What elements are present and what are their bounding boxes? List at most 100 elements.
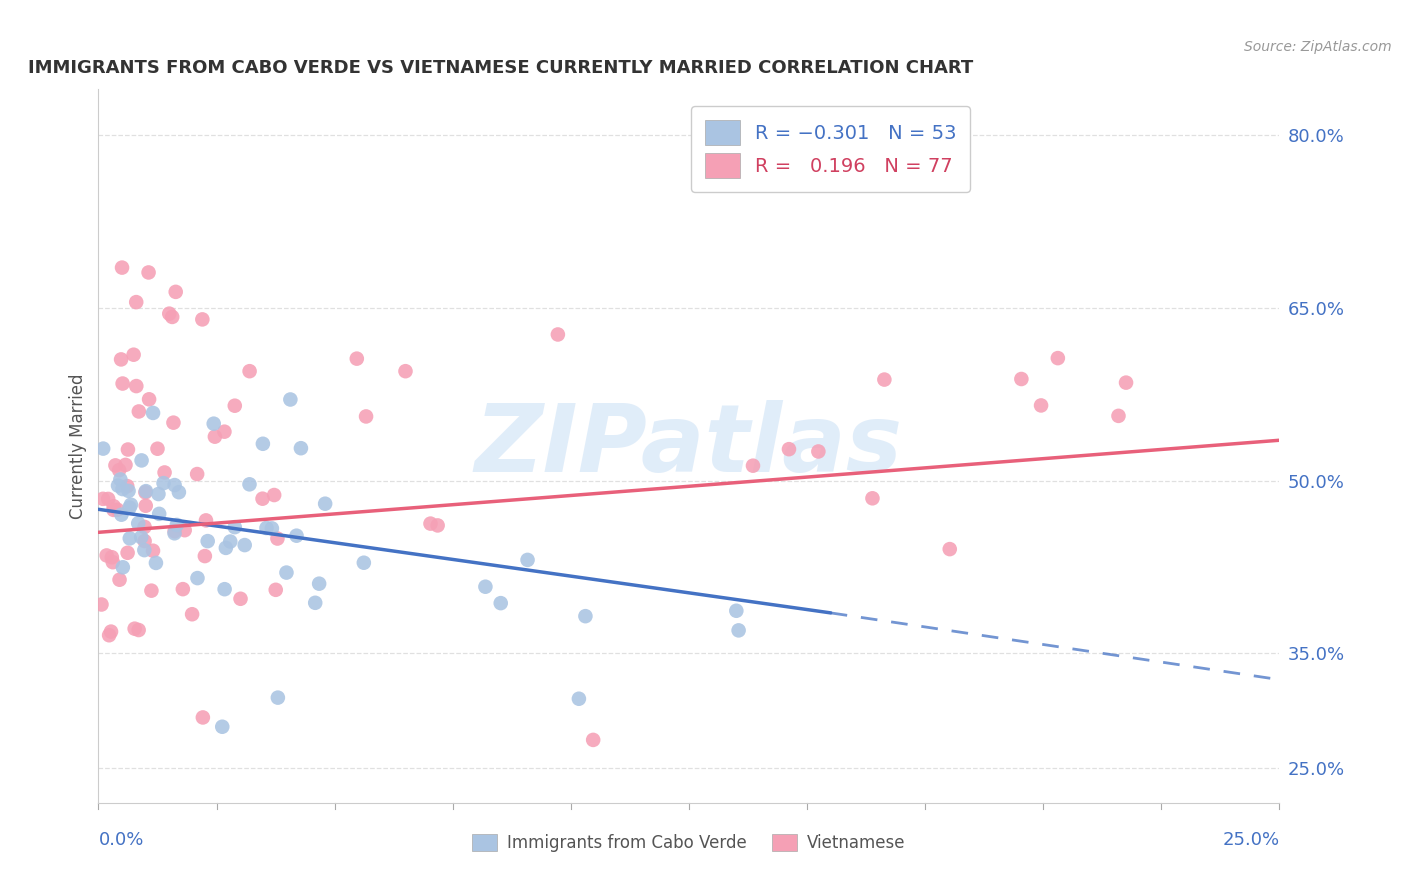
- Point: [489, 596, 512, 610]
- Y-axis label: Currently Married: Currently Married: [69, 373, 87, 519]
- Point: [394, 364, 416, 378]
- Point: [582, 732, 605, 747]
- Point: [104, 458, 127, 473]
- Point: [474, 580, 496, 594]
- Point: [135, 484, 157, 499]
- Point: [256, 521, 278, 535]
- Point: [125, 379, 148, 393]
- Point: [186, 571, 208, 585]
- Point: [107, 502, 129, 516]
- Point: [108, 573, 131, 587]
- Point: [252, 491, 274, 506]
- Point: [91, 442, 114, 456]
- Point: [211, 720, 233, 734]
- Point: [134, 543, 156, 558]
- Point: [574, 609, 596, 624]
- Point: [778, 442, 800, 457]
- Point: [124, 622, 146, 636]
- Point: [308, 576, 330, 591]
- Point: [181, 607, 204, 622]
- Point: [266, 532, 288, 546]
- Point: [163, 526, 186, 541]
- Point: [314, 497, 336, 511]
- Point: [186, 467, 208, 481]
- Point: [138, 265, 160, 279]
- Point: [163, 524, 186, 539]
- Point: [215, 541, 238, 555]
- Point: [224, 399, 246, 413]
- Point: [204, 430, 226, 444]
- Point: [1029, 399, 1052, 413]
- Point: [353, 556, 375, 570]
- Point: [172, 582, 194, 596]
- Point: [214, 425, 236, 439]
- Point: [107, 478, 129, 492]
- Point: [239, 364, 262, 378]
- Point: [264, 582, 287, 597]
- Point: [938, 542, 960, 557]
- Point: [120, 498, 142, 512]
- Point: [1046, 351, 1069, 365]
- Point: [547, 327, 569, 342]
- Text: ZIPatlas: ZIPatlas: [475, 400, 903, 492]
- Point: [134, 520, 156, 534]
- Point: [152, 476, 174, 491]
- Point: [129, 530, 152, 544]
- Point: [191, 312, 214, 326]
- Point: [219, 534, 242, 549]
- Point: [285, 529, 308, 543]
- Point: [110, 472, 132, 486]
- Point: [276, 566, 298, 580]
- Point: [516, 553, 538, 567]
- Point: [153, 466, 176, 480]
- Point: [96, 549, 118, 563]
- Point: [100, 624, 122, 639]
- Point: [267, 690, 290, 705]
- Point: [131, 453, 153, 467]
- Point: [135, 499, 157, 513]
- Point: [125, 295, 148, 310]
- Point: [354, 409, 377, 424]
- Point: [238, 477, 260, 491]
- Point: [115, 479, 138, 493]
- Point: [173, 523, 195, 537]
- Point: [111, 560, 134, 574]
- Point: [91, 491, 114, 506]
- Point: [141, 583, 163, 598]
- Point: [194, 513, 217, 527]
- Point: [122, 348, 145, 362]
- Point: [873, 373, 896, 387]
- Point: [117, 442, 139, 457]
- Point: [101, 550, 124, 565]
- Point: [1010, 372, 1032, 386]
- Point: [145, 556, 167, 570]
- Point: [419, 516, 441, 531]
- Point: [128, 623, 150, 637]
- Point: [117, 483, 139, 498]
- Point: [165, 285, 187, 299]
- Text: 25.0%: 25.0%: [1222, 831, 1279, 849]
- Point: [725, 604, 748, 618]
- Point: [263, 488, 285, 502]
- Text: 0.0%: 0.0%: [98, 831, 143, 849]
- Point: [742, 458, 765, 473]
- Point: [1115, 376, 1137, 390]
- Point: [108, 463, 131, 477]
- Point: [103, 503, 125, 517]
- Point: [146, 442, 169, 456]
- Point: [163, 478, 186, 492]
- Point: [202, 417, 225, 431]
- Text: IMMIGRANTS FROM CABO VERDE VS VIETNAMESE CURRENTLY MARRIED CORRELATION CHART: IMMIGRANTS FROM CABO VERDE VS VIETNAMESE…: [28, 59, 973, 77]
- Point: [280, 392, 302, 407]
- Point: [138, 392, 160, 407]
- Point: [568, 691, 591, 706]
- Point: [90, 598, 112, 612]
- Point: [98, 628, 121, 642]
- Point: [807, 444, 830, 458]
- Point: [162, 416, 184, 430]
- Point: [727, 624, 749, 638]
- Point: [97, 491, 120, 506]
- Point: [862, 491, 884, 506]
- Point: [142, 543, 165, 558]
- Point: [111, 260, 134, 275]
